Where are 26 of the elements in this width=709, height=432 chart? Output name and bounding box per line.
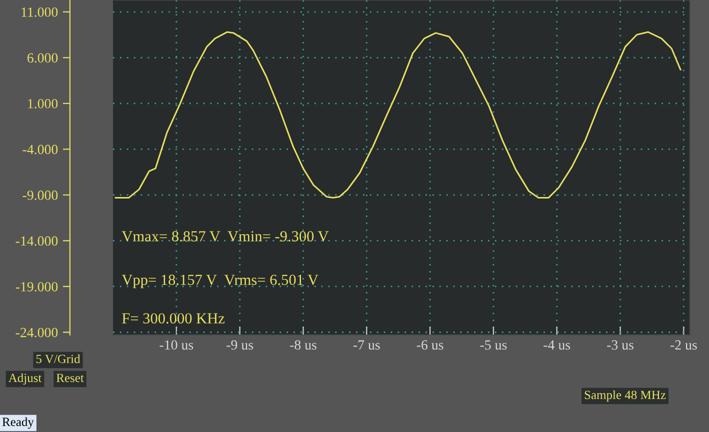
y-tick-label: -9.000 bbox=[22, 190, 58, 200]
line-series bbox=[114, 31, 682, 198]
y-tick-label: 1.000 bbox=[28, 99, 58, 108]
x-tick-label: -5 us bbox=[480, 340, 507, 350]
text: Reset bbox=[56, 374, 84, 382]
x-tick-label: -8 us bbox=[290, 340, 316, 350]
annotation: F= 300.000 KHz bbox=[122, 313, 224, 324]
x-tick-label: -3 us bbox=[607, 340, 634, 350]
y-tick-label: -24.000 bbox=[16, 328, 58, 338]
x-tick-label: -4 us bbox=[544, 340, 570, 350]
text: Sample 48 MHz bbox=[584, 390, 666, 402]
y-tick-label: 6.000 bbox=[27, 53, 58, 63]
text: Adjust bbox=[8, 373, 42, 385]
x-tick-label: -9 us bbox=[226, 340, 254, 350]
y-tick-label: -14.000 bbox=[16, 236, 58, 246]
y-tick-label: 11.000 bbox=[22, 7, 58, 17]
text: 5 V/Grid bbox=[36, 354, 80, 364]
annotation: Vmax= 8.857 V Vmin= -9.300 V bbox=[122, 231, 329, 242]
x-tick-label: -10 us bbox=[160, 340, 194, 350]
x-tick-label: -6 us bbox=[416, 340, 444, 350]
y-tick-label: -4.000 bbox=[22, 144, 58, 154]
text: Ready bbox=[2, 417, 34, 429]
x-tick-label: -7 us bbox=[353, 340, 380, 350]
x-tick-label: -2 us bbox=[670, 340, 697, 350]
annotation: Vpp= 18.157 V Vrms= 6.501 V bbox=[122, 274, 318, 288]
y-tick-label: -19.000 bbox=[16, 282, 58, 292]
